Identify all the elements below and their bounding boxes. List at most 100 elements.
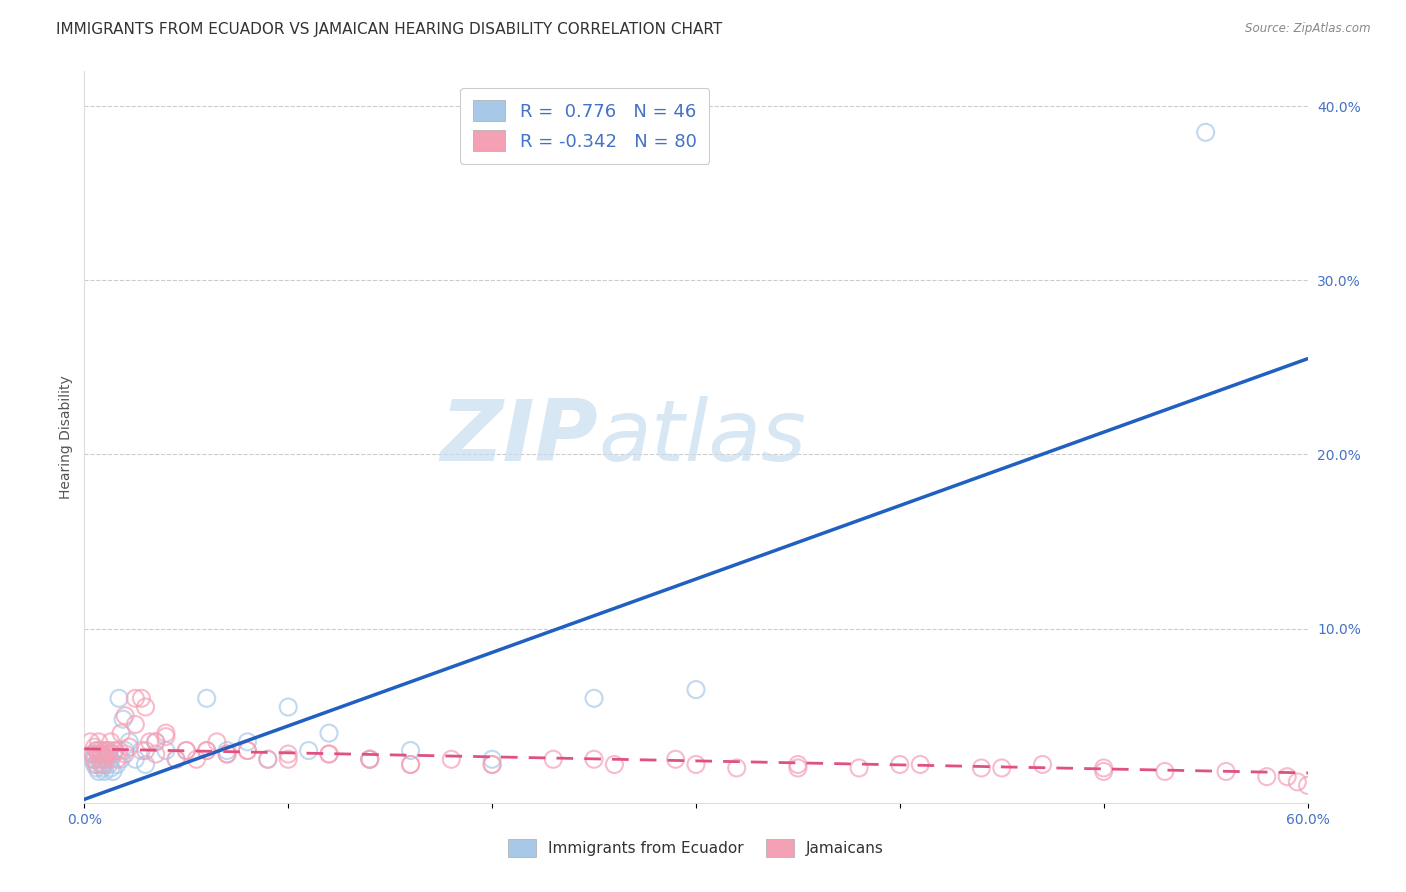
- Point: [991, 761, 1014, 775]
- Point: [93, 752, 115, 766]
- Point: [97, 757, 120, 772]
- Point: [603, 757, 626, 772]
- Point: [399, 743, 422, 757]
- Point: [217, 743, 239, 757]
- Point: [135, 757, 157, 772]
- Point: [104, 743, 127, 757]
- Point: [583, 691, 606, 706]
- Legend: Immigrants from Ecuador, Jamaicans: Immigrants from Ecuador, Jamaicans: [501, 831, 891, 864]
- Point: [86, 757, 108, 772]
- Point: [93, 757, 115, 772]
- Point: [91, 757, 114, 772]
- Point: [583, 752, 606, 766]
- Point: [787, 761, 810, 775]
- Point: [318, 726, 340, 740]
- Point: [195, 691, 218, 706]
- Y-axis label: Hearing Disability: Hearing Disability: [59, 376, 73, 499]
- Point: [1195, 125, 1218, 139]
- Point: [155, 730, 177, 744]
- Point: [236, 743, 259, 757]
- Point: [135, 743, 157, 757]
- Point: [1092, 764, 1115, 779]
- Point: [257, 752, 280, 766]
- Point: [124, 717, 146, 731]
- Point: [114, 708, 136, 723]
- Point: [1154, 764, 1177, 779]
- Point: [277, 747, 299, 761]
- Point: [910, 757, 932, 772]
- Point: [889, 757, 911, 772]
- Point: [87, 764, 110, 779]
- Point: [787, 757, 810, 772]
- Point: [97, 747, 120, 761]
- Point: [118, 735, 141, 749]
- Point: [440, 752, 463, 766]
- Point: [91, 761, 114, 775]
- Point: [1277, 770, 1299, 784]
- Point: [100, 761, 122, 775]
- Point: [86, 743, 108, 757]
- Point: [145, 735, 167, 749]
- Text: atlas: atlas: [598, 395, 806, 479]
- Point: [82, 752, 104, 766]
- Point: [110, 726, 132, 740]
- Point: [174, 743, 197, 757]
- Point: [236, 735, 259, 749]
- Point: [848, 761, 870, 775]
- Point: [186, 752, 208, 766]
- Point: [110, 752, 132, 766]
- Point: [83, 747, 105, 761]
- Point: [100, 752, 122, 766]
- Point: [1032, 757, 1054, 772]
- Point: [131, 743, 153, 757]
- Point: [217, 747, 239, 761]
- Point: [318, 747, 340, 761]
- Point: [83, 740, 105, 755]
- Point: [96, 743, 118, 757]
- Point: [685, 757, 707, 772]
- Point: [108, 743, 131, 757]
- Point: [481, 757, 503, 772]
- Point: [298, 743, 321, 757]
- Point: [87, 735, 110, 749]
- Point: [145, 735, 167, 749]
- Point: [1215, 764, 1237, 779]
- Point: [100, 735, 122, 749]
- Point: [359, 752, 381, 766]
- Point: [124, 752, 146, 766]
- Point: [1286, 775, 1309, 789]
- Point: [138, 735, 160, 749]
- Point: [105, 757, 128, 772]
- Point: [118, 740, 141, 755]
- Point: [90, 743, 112, 757]
- Point: [79, 735, 101, 749]
- Point: [481, 752, 503, 766]
- Point: [217, 747, 239, 761]
- Point: [359, 752, 381, 766]
- Point: [90, 757, 112, 772]
- Point: [83, 757, 105, 772]
- Point: [131, 691, 153, 706]
- Point: [93, 743, 115, 757]
- Point: [82, 747, 104, 761]
- Point: [124, 691, 146, 706]
- Text: Source: ZipAtlas.com: Source: ZipAtlas.com: [1246, 22, 1371, 36]
- Point: [90, 752, 112, 766]
- Point: [665, 752, 688, 766]
- Point: [104, 743, 127, 757]
- Point: [725, 761, 748, 775]
- Point: [277, 700, 299, 714]
- Point: [359, 752, 381, 766]
- Point: [195, 743, 218, 757]
- Text: ZIP: ZIP: [440, 395, 598, 479]
- Point: [155, 726, 177, 740]
- Point: [87, 747, 110, 761]
- Point: [165, 752, 187, 766]
- Point: [108, 691, 131, 706]
- Point: [101, 747, 124, 761]
- Point: [155, 743, 177, 757]
- Point: [1296, 778, 1319, 792]
- Point: [96, 752, 118, 766]
- Point: [101, 764, 124, 779]
- Point: [135, 700, 157, 714]
